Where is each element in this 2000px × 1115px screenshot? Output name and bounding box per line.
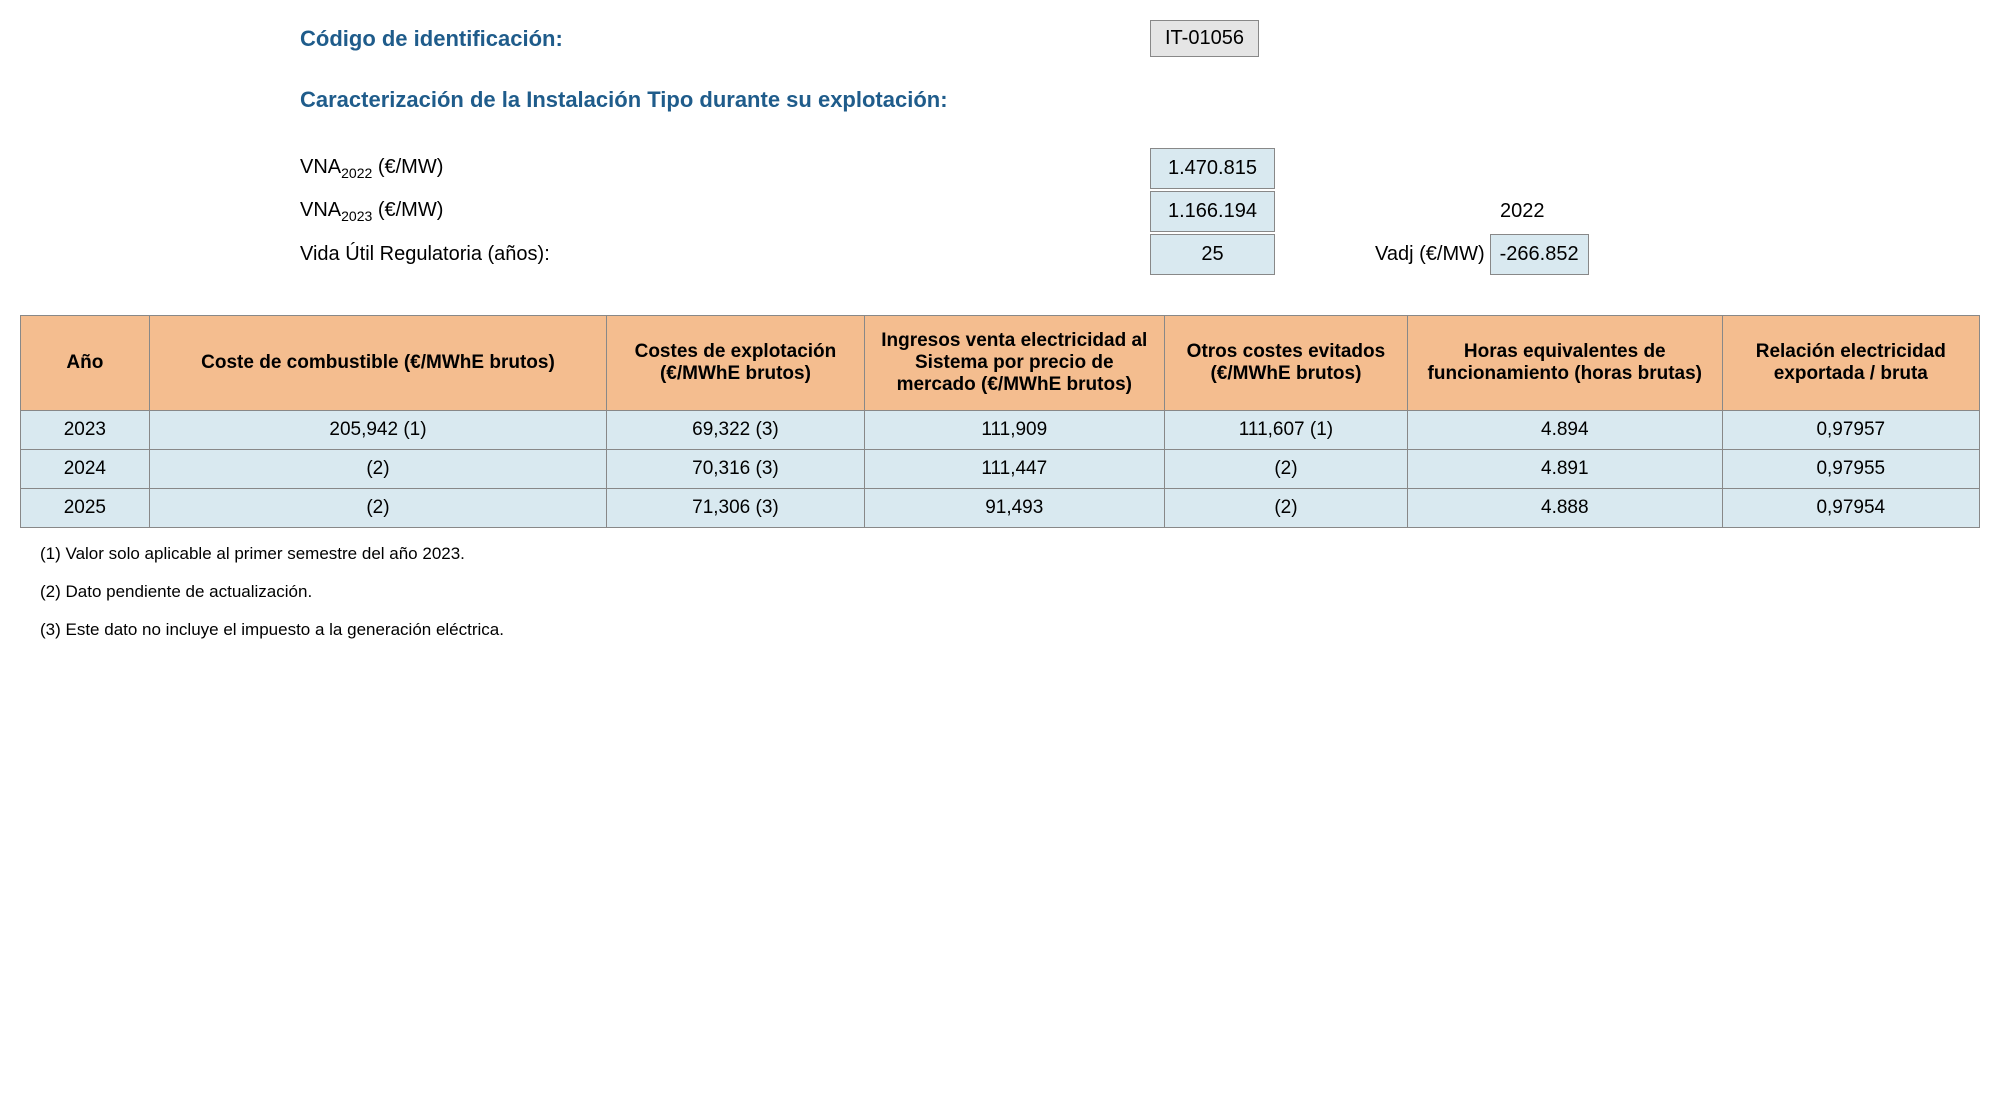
cell-coste-combustible: (2) [149, 489, 607, 528]
th-coste-combustible: Coste de combustible (€/MWhE brutos) [149, 316, 607, 411]
vna2023-value: 1.166.194 [1150, 191, 1275, 232]
footnotes: (1) Valor solo aplicable al primer semes… [40, 544, 1980, 640]
footnote-2: (2) Dato pendiente de actualización. [40, 582, 1980, 602]
cell-horas: 4.891 [1407, 450, 1722, 489]
cell-ingresos: 111,909 [864, 411, 1164, 450]
cell-ano: 2025 [21, 489, 150, 528]
cell-horas: 4.888 [1407, 489, 1722, 528]
vna2022-value: 1.470.815 [1150, 148, 1275, 189]
year-side: 2022 [1500, 200, 1545, 223]
codigo-value: IT-01056 [1150, 20, 1259, 57]
th-ano: Año [21, 316, 150, 411]
data-table: Año Coste de combustible (€/MWhE brutos)… [20, 315, 1980, 528]
vida-util-label: Vida Útil Regulatoria (años): [300, 235, 870, 274]
vna2022-label: VNA2022 (€/MW) [300, 148, 870, 189]
cell-relacion: 0,97954 [1722, 489, 1979, 528]
th-otros-costes: Otros costes evitados (€/MWhE brutos) [1164, 316, 1407, 411]
codigo-label: Código de identificación: [300, 26, 900, 52]
th-ingresos: Ingresos venta electricidad al Sistema p… [864, 316, 1164, 411]
table-row: 2025 (2) 71,306 (3) 91,493 (2) 4.888 0,9… [21, 489, 1980, 528]
table-row: 2024 (2) 70,316 (3) 111,447 (2) 4.891 0,… [21, 450, 1980, 489]
cell-relacion: 0,97955 [1722, 450, 1979, 489]
cell-costes-explotacion: 71,306 (3) [607, 489, 864, 528]
cell-otros-costes: 111,607 (1) [1164, 411, 1407, 450]
cell-otros-costes: (2) [1164, 450, 1407, 489]
vna2023-label: VNA2023 (€/MW) [300, 191, 870, 232]
cell-relacion: 0,97957 [1722, 411, 1979, 450]
cell-coste-combustible: (2) [149, 450, 607, 489]
th-relacion: Relación electricidad exportada / bruta [1722, 316, 1979, 411]
footnote-1: (1) Valor solo aplicable al primer semes… [40, 544, 1980, 564]
cell-coste-combustible: 205,942 (1) [149, 411, 607, 450]
vadj-value: -266.852 [1490, 234, 1589, 275]
vida-util-value: 25 [1150, 234, 1275, 275]
cell-ano: 2023 [21, 411, 150, 450]
cell-ano: 2024 [21, 450, 150, 489]
vadj-label: Vadj (€/MW) [1375, 243, 1485, 266]
table-row: 2023 205,942 (1) 69,322 (3) 111,909 111,… [21, 411, 1980, 450]
table-header-row: Año Coste de combustible (€/MWhE brutos)… [21, 316, 1980, 411]
cell-horas: 4.894 [1407, 411, 1722, 450]
cell-ingresos: 111,447 [864, 450, 1164, 489]
footnote-3: (3) Este dato no incluye el impuesto a l… [40, 620, 1980, 640]
cell-costes-explotacion: 69,322 (3) [607, 411, 864, 450]
section-title: Caracterización de la Instalación Tipo d… [300, 87, 1980, 113]
th-horas: Horas equivalentes de funcionamiento (ho… [1407, 316, 1722, 411]
cell-ingresos: 91,493 [864, 489, 1164, 528]
cell-costes-explotacion: 70,316 (3) [607, 450, 864, 489]
cell-otros-costes: (2) [1164, 489, 1407, 528]
th-costes-explotacion: Costes de explotación (€/MWhE brutos) [607, 316, 864, 411]
